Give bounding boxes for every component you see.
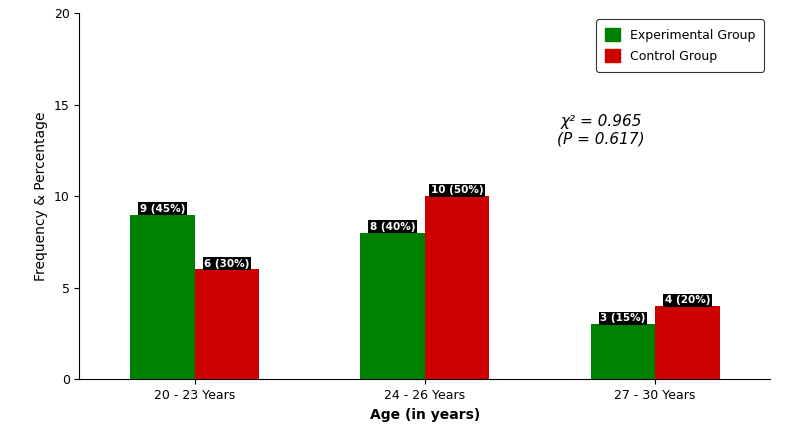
Text: 6 (30%): 6 (30%) [204, 259, 249, 269]
X-axis label: Age (in years): Age (in years) [370, 408, 480, 422]
Text: 4 (20%): 4 (20%) [665, 295, 710, 305]
Text: 9 (45%): 9 (45%) [140, 204, 185, 214]
Bar [591, 324, 655, 379]
Bar [360, 233, 425, 379]
Text: 8 (40%): 8 (40%) [370, 222, 415, 232]
Text: 3 (15%): 3 (15%) [600, 313, 646, 324]
Bar [130, 215, 195, 379]
Bar [425, 196, 489, 379]
Bar [655, 306, 719, 379]
Text: χ² = 0.965
(P = 0.617): χ² = 0.965 (P = 0.617) [557, 114, 645, 146]
Y-axis label: Frequency & Percentage: Frequency & Percentage [34, 112, 48, 281]
Bar [195, 269, 259, 379]
Legend: Experimental Group, Control Group: Experimental Group, Control Group [596, 19, 764, 72]
Text: 10 (50%): 10 (50%) [430, 185, 484, 195]
